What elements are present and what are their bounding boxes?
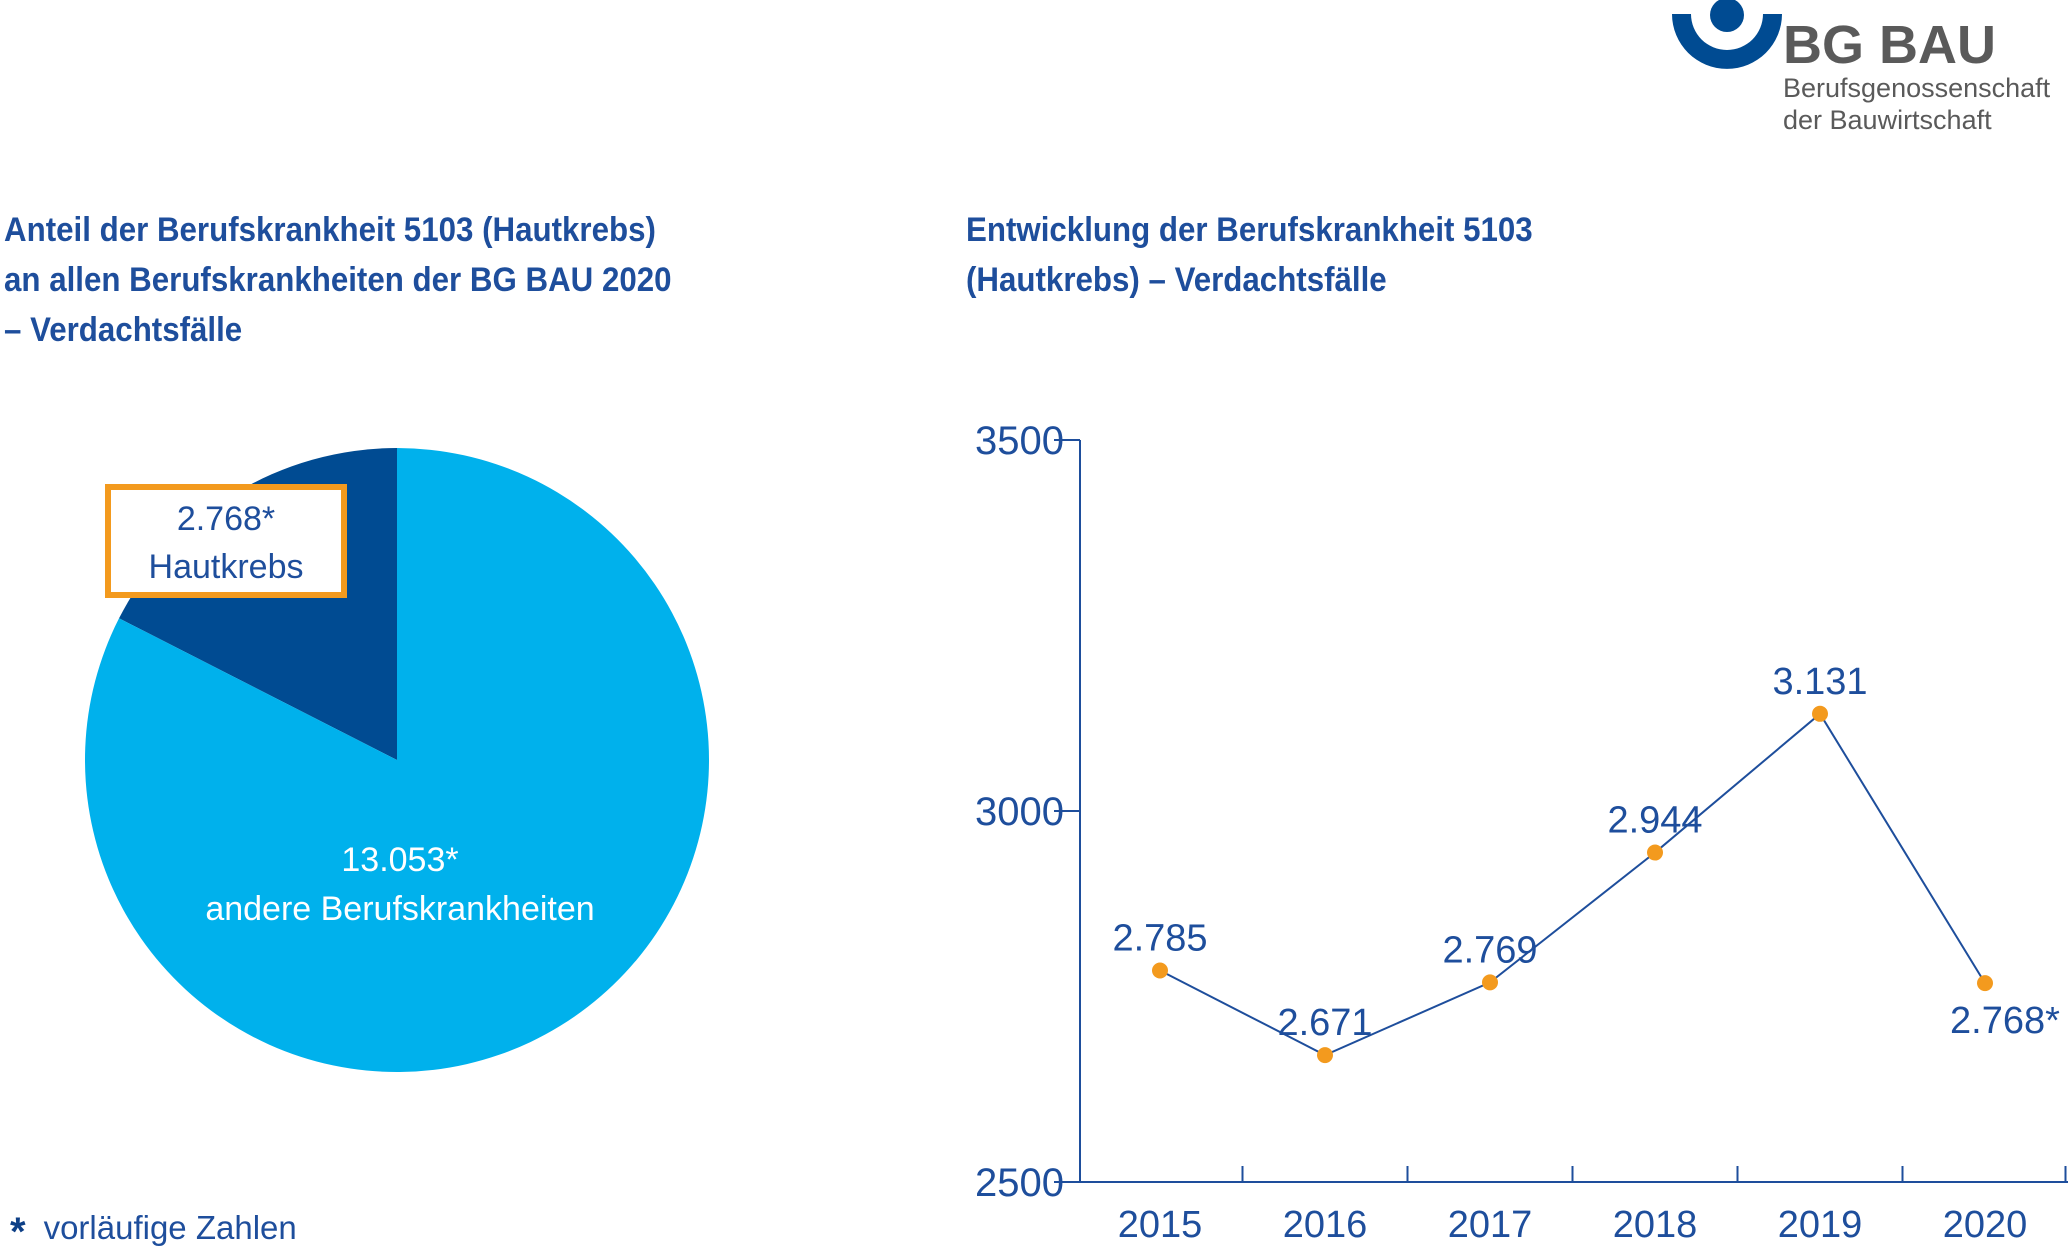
x-tick-label: 2015 [1118,1204,1203,1246]
data-point [1812,705,1828,722]
data-point-label: 2.768* [1950,1000,2060,1042]
data-point-label: 3.131 [1772,661,1867,703]
line-chart-title: Entwicklung der Berufskrankheit 5103 (Ha… [966,205,1533,305]
pie-chart-title: Anteil der Berufskrankheit 5103 (Hautkre… [4,205,672,355]
line-title-line-1: Entwicklung der Berufskrankheit 5103 [966,211,1533,249]
andere-name-label: andere Berufskrankheiten [205,890,594,928]
x-axis-ticks: 2015 2016 2017 2018 2019 2020 [1118,1166,2067,1246]
y-tick-label: 3500 [975,419,1064,463]
data-point-label: 2.785 [1112,918,1207,960]
line-chart: 2500 3000 3500 2015 2016 2017 2018 2019 2020 2.… [975,419,2068,1246]
hautkrebs-value-label: 2.768* [177,500,275,538]
hautkrebs-name-label: Hautkrebs [149,548,304,586]
hautkrebs-label-box [105,484,347,598]
pie-title-line-1: Anteil der Berufskrankheit 5103 (Hautkre… [4,211,656,249]
data-point-label: 2.671 [1277,1002,1372,1044]
data-point [1317,1047,1333,1064]
y-axis-ticks: 2500 3000 3500 [975,419,1080,1205]
data-point [1977,975,1993,992]
x-tick-label: 2018 [1613,1204,1698,1246]
data-point-label: 2.769 [1442,929,1537,971]
x-tick-label: 2017 [1448,1204,1533,1246]
data-point-label: 2.944 [1607,800,1702,842]
y-tick-label: 2500 [975,1161,1064,1205]
logo-arc-icon [1672,14,1782,69]
line-title-line-2: (Hautkrebs) – Verdachtsfälle [966,261,1387,299]
data-points [1152,705,1993,1064]
bg-bau-logo: BG BAU Berufsgenossenschaft der Bauwirts… [1672,0,2051,135]
logo-subtitle-line-1: Berufsgenossenschaft [1783,73,2051,103]
footnote-asterisk: * [10,1210,26,1254]
data-point [1152,962,1168,979]
logo-subtitle-line-2: der Bauwirtschaft [1783,105,1992,135]
logo-dot-icon [1710,0,1744,32]
pie-slice-andere [85,448,710,1072]
pie-title-line-3: – Verdachtsfälle [4,311,243,349]
series-line [1159,712,1986,1057]
pie-title-line-2: an allen Berufskrankheiten der BG BAU 20… [4,261,672,299]
x-tick-label: 2019 [1778,1204,1863,1246]
footnote-text: vorläufige Zahlen [43,1209,297,1246]
pie-chart: 2.768* Hautkrebs 13.053* andere Berufskr… [85,448,710,1072]
x-tick-label: 2016 [1283,1204,1368,1246]
logo-name: BG BAU [1783,15,1996,75]
y-tick-label: 3000 [975,790,1064,834]
data-point [1647,844,1663,861]
data-point [1482,974,1498,991]
x-tick-label: 2020 [1943,1204,2028,1246]
footnote: * vorläufige Zahlen [10,1204,297,1254]
data-point-labels: 2.785 2.671 2.769 2.944 3.131 2.768* [1112,661,2060,1044]
andere-value-label: 13.053* [341,841,458,879]
